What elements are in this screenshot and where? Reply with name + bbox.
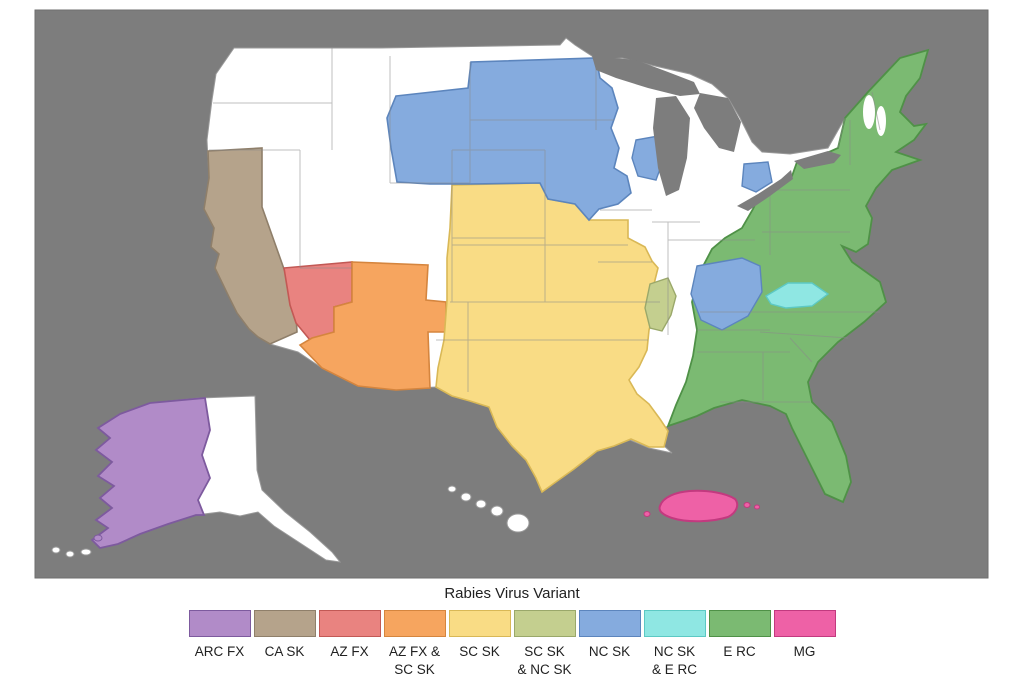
legend-label: SC SK: [459, 644, 500, 659]
legend-item-az-fx-sc-sk: AZ FX & SC SK: [383, 610, 446, 678]
legend-label: NC SK & E RC: [651, 644, 697, 677]
great-lakes: [592, 56, 841, 211]
legend-swatch-az-fx-sc-sk: [383, 610, 446, 637]
legend-swatch-nc-sk-e-rc: [643, 610, 706, 637]
lake-huron: [694, 93, 741, 152]
state-borders: [209, 48, 881, 403]
legend-swatch-e-rc: [708, 610, 771, 637]
legend-label: CA SK: [264, 644, 305, 659]
legend: Rabies Virus Variant ARC FX CA SK: [0, 585, 1024, 678]
swatch-rect: [253, 610, 316, 637]
hawaii-island: [447, 485, 457, 493]
mg-islet: [743, 502, 751, 508]
legend-swatch-sc-sk: [448, 610, 511, 637]
legend-swatch-ca-sk: [253, 610, 316, 637]
region-nc-sk-e-rc: [765, 282, 830, 309]
legend-swatch-nc-sk: [578, 610, 641, 637]
lake-ontario: [794, 151, 841, 169]
legend-swatch-arc-fx: [188, 610, 251, 637]
legend-item-arc-fx: ARC FX: [188, 610, 251, 661]
legend-items: ARC FX CA SK AZ FX: [188, 610, 836, 678]
legend-item-e-rc: E RC: [708, 610, 771, 661]
aleutian-island: [51, 546, 61, 554]
region-arc-fx: [90, 397, 211, 549]
legend-item-ca-sk: CA SK: [253, 610, 316, 661]
legend-label: MG: [793, 644, 816, 659]
legend-label: ARC FX: [194, 644, 245, 659]
swatch-rect: [188, 610, 251, 637]
white-gap-nh: [876, 106, 886, 136]
region-e-rc: [666, 48, 930, 504]
legend-swatch-mg: [773, 610, 836, 637]
swatch-rect: [773, 610, 836, 637]
white-gap-vt: [863, 95, 875, 129]
legend-item-sc-sk-nc-sk: SC SK & NC SK: [513, 610, 576, 678]
legend-item-sc-sk: SC SK: [448, 610, 511, 661]
legend-label: E RC: [723, 644, 756, 659]
legend-title: Rabies Virus Variant: [444, 585, 580, 602]
legend-label: AZ FX & SC SK: [388, 644, 440, 677]
aleutian-island-arc-fx: [93, 534, 103, 542]
mg-islet: [754, 504, 760, 510]
legend-label: NC SK: [588, 644, 631, 659]
alaska: [51, 395, 342, 563]
region-mg: [658, 489, 739, 523]
hawaii: [447, 485, 530, 533]
region-nc-sk-main: [386, 57, 632, 222]
lake-erie: [737, 170, 793, 211]
swatch-rect: [708, 610, 771, 637]
aleutian-island: [65, 550, 75, 558]
hawaii-island: [460, 492, 472, 502]
lake-michigan: [653, 96, 690, 196]
swatch-rect: [318, 610, 381, 637]
swatch-rect: [643, 610, 706, 637]
mg-islet: [643, 511, 651, 517]
legend-swatch-az-fx: [318, 610, 381, 637]
hawaii-island: [490, 505, 504, 517]
swatch-rect: [578, 610, 641, 637]
region-nc-sk-wisconsin-patch: [741, 161, 773, 193]
aleutian-island: [80, 548, 92, 556]
puerto-rico: [643, 489, 760, 523]
legend-swatch-sc-sk-nc-sk: [513, 610, 576, 637]
legend-item-mg: MG: [773, 610, 836, 661]
legend-item-az-fx: AZ FX: [318, 610, 381, 661]
legend-item-nc-sk: NC SK: [578, 610, 641, 661]
swatch-rect: [513, 610, 576, 637]
region-sc-sk: [435, 182, 669, 494]
legend-label: SC SK & NC SK: [517, 644, 572, 677]
hawaii-island: [506, 513, 530, 533]
lake-superior: [592, 56, 700, 96]
legend-item-nc-sk-e-rc: NC SK & E RC: [643, 610, 706, 678]
swatch-rect: [383, 610, 446, 637]
legend-label: AZ FX: [330, 644, 369, 659]
hawaii-island: [475, 499, 487, 509]
us-rabies-map: [34, 9, 989, 579]
swatch-rect: [448, 610, 511, 637]
region-az-fx-sc-sk: [298, 261, 447, 391]
